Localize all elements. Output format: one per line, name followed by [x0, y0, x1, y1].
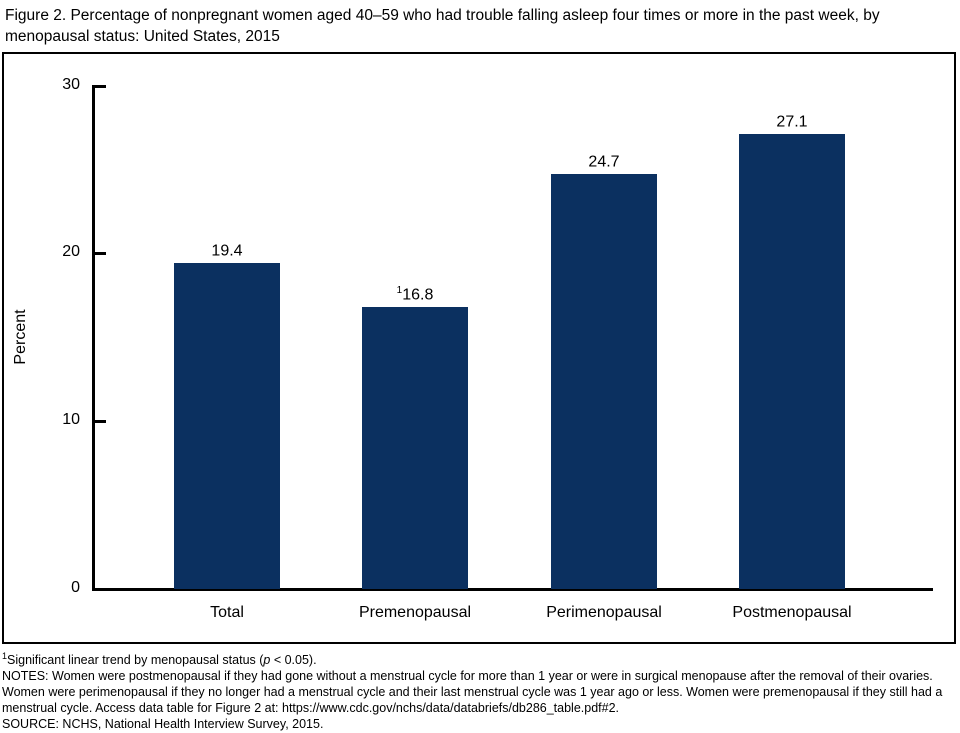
footnote-superscript: 1: [2, 651, 8, 661]
y-tick-label-0: 0: [71, 579, 80, 596]
bar-value-label: 24.7: [588, 149, 619, 171]
bar-value-label: 27.1: [776, 109, 807, 131]
bar-group-total: 19.4: [174, 238, 280, 589]
value-text: 16.8: [402, 286, 434, 303]
y-tick-10: [92, 420, 106, 423]
bar-group-premenopausal: 116.8: [362, 282, 468, 589]
value-text: 19.4: [211, 242, 243, 259]
y-tick-label-10: 10: [62, 411, 80, 428]
x-category-label-total: Total: [210, 604, 244, 621]
y-axis-line: [92, 85, 95, 591]
y-tick-20: [92, 252, 106, 255]
y-tick-label-30: 30: [62, 76, 80, 93]
bar-value-label: 19.4: [211, 238, 242, 260]
bar-group-perimenopausal: 24.7: [551, 149, 657, 589]
bar-value-label: 116.8: [397, 282, 434, 304]
footnote-trend: 1Significant linear trend by menopausal …: [2, 651, 317, 668]
bar-postmenopausal: [739, 134, 845, 589]
value-text: 27.1: [776, 113, 808, 130]
y-axis-title: Percent: [12, 309, 29, 365]
y-tick-label-20: 20: [62, 243, 80, 260]
chart-frame: 30 20 10 0 Percent 19.4 116.8 24.7 27.1 …: [2, 52, 956, 644]
figure-title: Figure 2. Percentage of nonpregnant wome…: [5, 7, 880, 45]
bar-premenopausal: [362, 307, 468, 589]
x-axis-line: [92, 588, 933, 591]
bar-total: [174, 263, 280, 589]
x-category-label-premenopausal: Premenopausal: [358, 604, 472, 621]
y-tick-30: [92, 85, 106, 88]
footnotes: 1Significant linear trend by menopausal …: [2, 648, 956, 732]
value-text: 24.7: [588, 153, 620, 170]
x-category-label-perimenopausal: Perimenopausal: [546, 604, 662, 621]
footnote-notes: NOTES: Women were postmenopausal if they…: [2, 669, 943, 716]
bar-group-postmenopausal: 27.1: [739, 109, 845, 589]
footnote-source: SOURCE: NCHS, National Health Interview …: [2, 717, 324, 732]
x-category-label-postmenopausal: Postmenopausal: [732, 604, 852, 621]
value-superscript: 1: [396, 284, 403, 296]
bar-perimenopausal: [551, 174, 657, 589]
